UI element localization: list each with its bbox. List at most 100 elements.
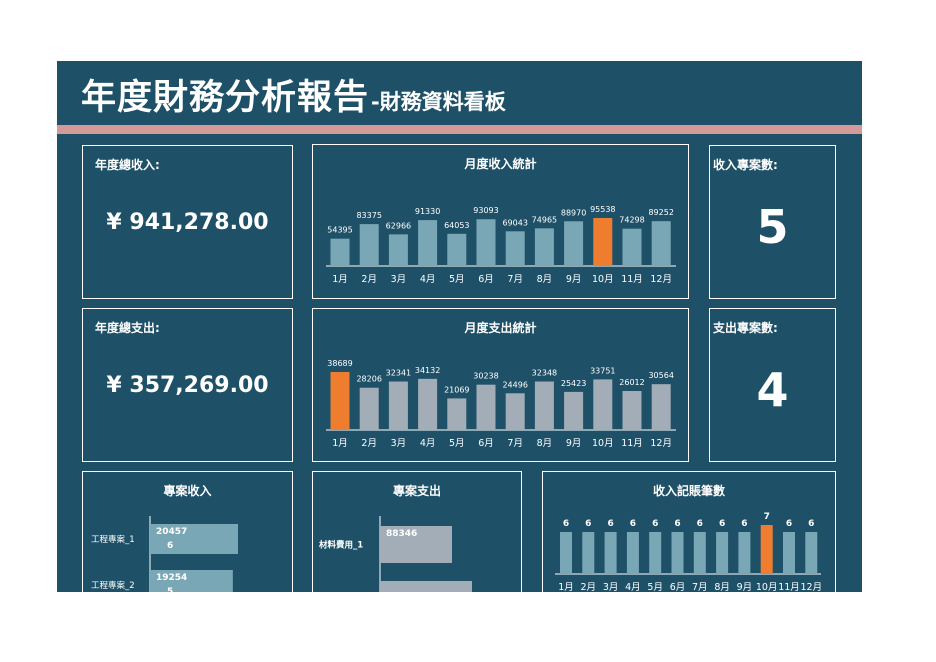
data-label: 28206 — [356, 375, 381, 384]
data-label: 83375 — [356, 211, 381, 220]
tick-label: 12月 — [801, 582, 823, 592]
tick-label: 4月 — [420, 274, 436, 285]
bar — [649, 532, 662, 574]
data-label: 20457 — [156, 527, 187, 537]
bar — [476, 384, 496, 430]
bar — [622, 391, 642, 430]
data-label: 6 — [563, 519, 569, 529]
data-label: 7 — [764, 512, 770, 522]
bar — [560, 532, 572, 574]
data-label: 6 — [607, 519, 613, 529]
tick-label: 11月 — [621, 438, 643, 449]
project-expense-card: 專案支出 材料費用_1 88346 — [312, 471, 522, 592]
data-label: 88970 — [561, 208, 586, 217]
total-expense-label: 年度總支出: — [95, 321, 160, 335]
tick-label: 9月 — [566, 438, 582, 449]
data-label: 19254 — [156, 573, 187, 583]
tick-label: 1月 — [558, 582, 574, 592]
tick-label: 1月 — [332, 438, 348, 449]
data-label: 88346 — [386, 529, 417, 539]
bar — [622, 228, 642, 266]
bar — [447, 233, 467, 266]
monthly-expense-title: 月度支出統計 — [464, 321, 537, 335]
tick-label: 7月 — [507, 274, 523, 285]
tick-label: 8月 — [537, 274, 553, 285]
tick-label: 3月 — [391, 274, 407, 285]
data-label: 89252 — [648, 208, 673, 217]
bar — [359, 224, 379, 266]
bar — [359, 387, 379, 430]
tick-label: 12月 — [650, 438, 672, 449]
total-expense-value: ¥ 357,269.00 — [106, 373, 269, 398]
tick-label: 2月 — [361, 274, 377, 285]
data-label: 62966 — [386, 221, 411, 230]
tick-label: 3月 — [603, 582, 619, 592]
data-label: 38689 — [327, 359, 352, 368]
tick-label: 4月 — [625, 582, 641, 592]
tick-label: 9月 — [737, 582, 753, 592]
data-label: 6 — [585, 519, 591, 529]
data-label: 74965 — [532, 215, 557, 224]
tick-label: 5月 — [449, 438, 465, 449]
bar — [716, 532, 729, 574]
data-label: 33751 — [590, 366, 615, 375]
tick-label: 10月 — [592, 274, 614, 285]
project-income-card: 專案收入 工程專案_1 20457 6 工程專案_2 19254 5 — [82, 471, 293, 592]
bar — [476, 219, 496, 266]
bar — [651, 221, 671, 266]
total-income-card: 年度總收入: ¥ 941,278.00 — [82, 145, 293, 299]
bar — [593, 218, 613, 266]
income-projects-card: 收入專案數: 5 — [709, 145, 836, 299]
monthly-income-title: 月度收入統計 — [464, 157, 537, 171]
tick-label: 6月 — [670, 582, 686, 592]
data-label: 6 — [630, 519, 636, 529]
bar — [582, 532, 595, 574]
bar — [651, 384, 671, 430]
expense-projects-card: 支出專案數: 4 — [709, 308, 836, 462]
data-label: 21069 — [444, 385, 469, 394]
tick-label: 3月 — [391, 438, 407, 449]
data-label: 24496 — [502, 380, 527, 389]
bar — [534, 228, 554, 266]
bar — [380, 581, 472, 592]
data-label: 64053 — [444, 221, 469, 230]
income-entries-card: 收入記賬筆數 6 1月 6 2月 6 3月 6 4月 6 5月 6 6月 6 7月 6 8月 6 9月 7 10月 6 1… — [542, 471, 836, 592]
tick-label: 11月 — [621, 274, 643, 285]
income-projects-label: 收入專案數: — [713, 158, 778, 172]
data-label: 6 — [719, 519, 725, 529]
bar — [693, 532, 706, 574]
bar — [738, 532, 751, 574]
page-title: 年度財務分析報告-財務資料看板 — [81, 69, 506, 120]
data-label: 6 — [697, 519, 703, 529]
tick-label: 11月 — [778, 582, 800, 592]
bar — [388, 234, 408, 266]
data-label: 34132 — [415, 366, 440, 375]
data-label: 30238 — [473, 372, 498, 381]
dashboard: 年度財務分析報告-財務資料看板 年度總收入: ¥ 941,278.00 月度收入… — [57, 61, 862, 592]
tick-label: 8月 — [714, 582, 730, 592]
category-label: 工程專案_1 — [91, 534, 135, 545]
bar — [418, 378, 438, 430]
bar — [805, 532, 818, 574]
tick-label: 7月 — [507, 438, 523, 449]
data-label: 93093 — [473, 206, 498, 215]
tick-label: 10月 — [756, 582, 778, 592]
tick-label: 2月 — [361, 438, 377, 449]
report-subtitle: -財務資料看板 — [371, 90, 506, 114]
bar — [671, 532, 684, 574]
bar — [564, 391, 584, 430]
bar — [330, 372, 350, 430]
bar — [447, 398, 467, 430]
data-label: 54395 — [327, 226, 352, 235]
data-label: 32348 — [532, 369, 557, 378]
expense-projects-value: 4 — [756, 363, 789, 417]
data-label: 6 — [674, 519, 680, 529]
total-expense-card: 年度總支出: ¥ 357,269.00 — [82, 308, 293, 462]
project-expense-chart: 材料費用_1 88346 — [318, 516, 472, 592]
expense-projects-label: 支出專案數: — [713, 321, 778, 335]
tick-label: 4月 — [420, 438, 436, 449]
bar — [505, 231, 525, 266]
project-income-chart: 工程專案_1 20457 6 工程專案_2 19254 5 — [91, 516, 238, 592]
bar — [150, 570, 233, 592]
tick-label: 9月 — [566, 274, 582, 285]
